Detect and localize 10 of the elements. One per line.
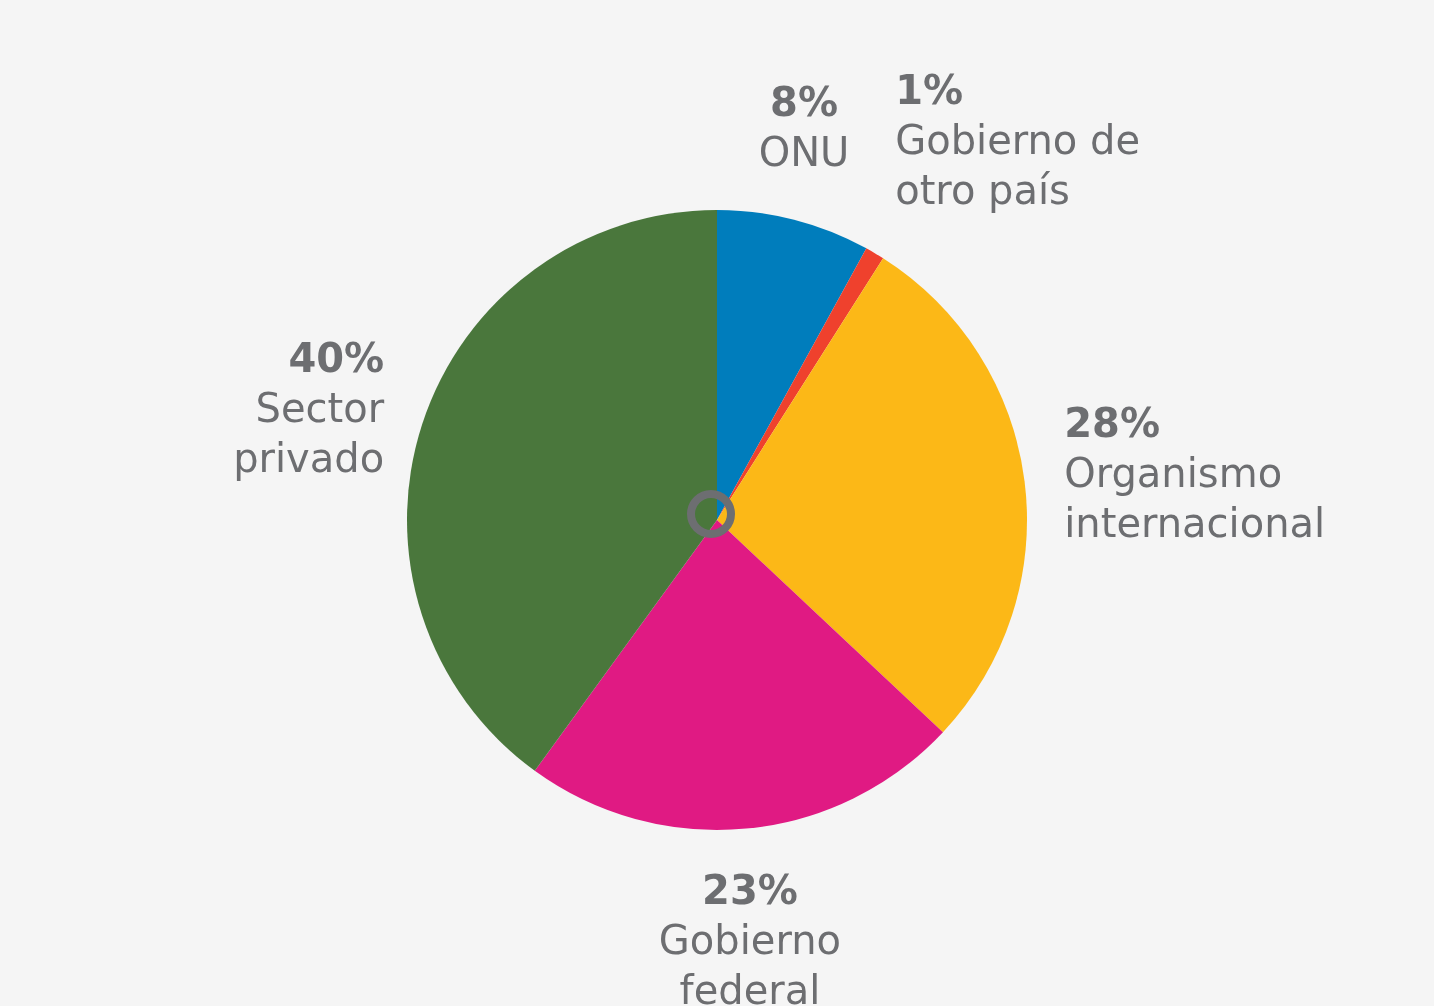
data-label: 28% [1064,399,1160,446]
slice-label: Sector privado [233,385,385,482]
data-label: 40% [288,335,385,382]
slice-label: Organismo internacional [1064,449,1326,546]
data-label: 23% [702,866,798,913]
data-label: 8% [770,79,838,126]
slice-label: ONU [758,129,850,176]
slice-label: Gobierno federal [658,916,842,1006]
data-label: 1% [895,67,964,114]
slice-label: Gobierno de otro país [895,117,1141,214]
